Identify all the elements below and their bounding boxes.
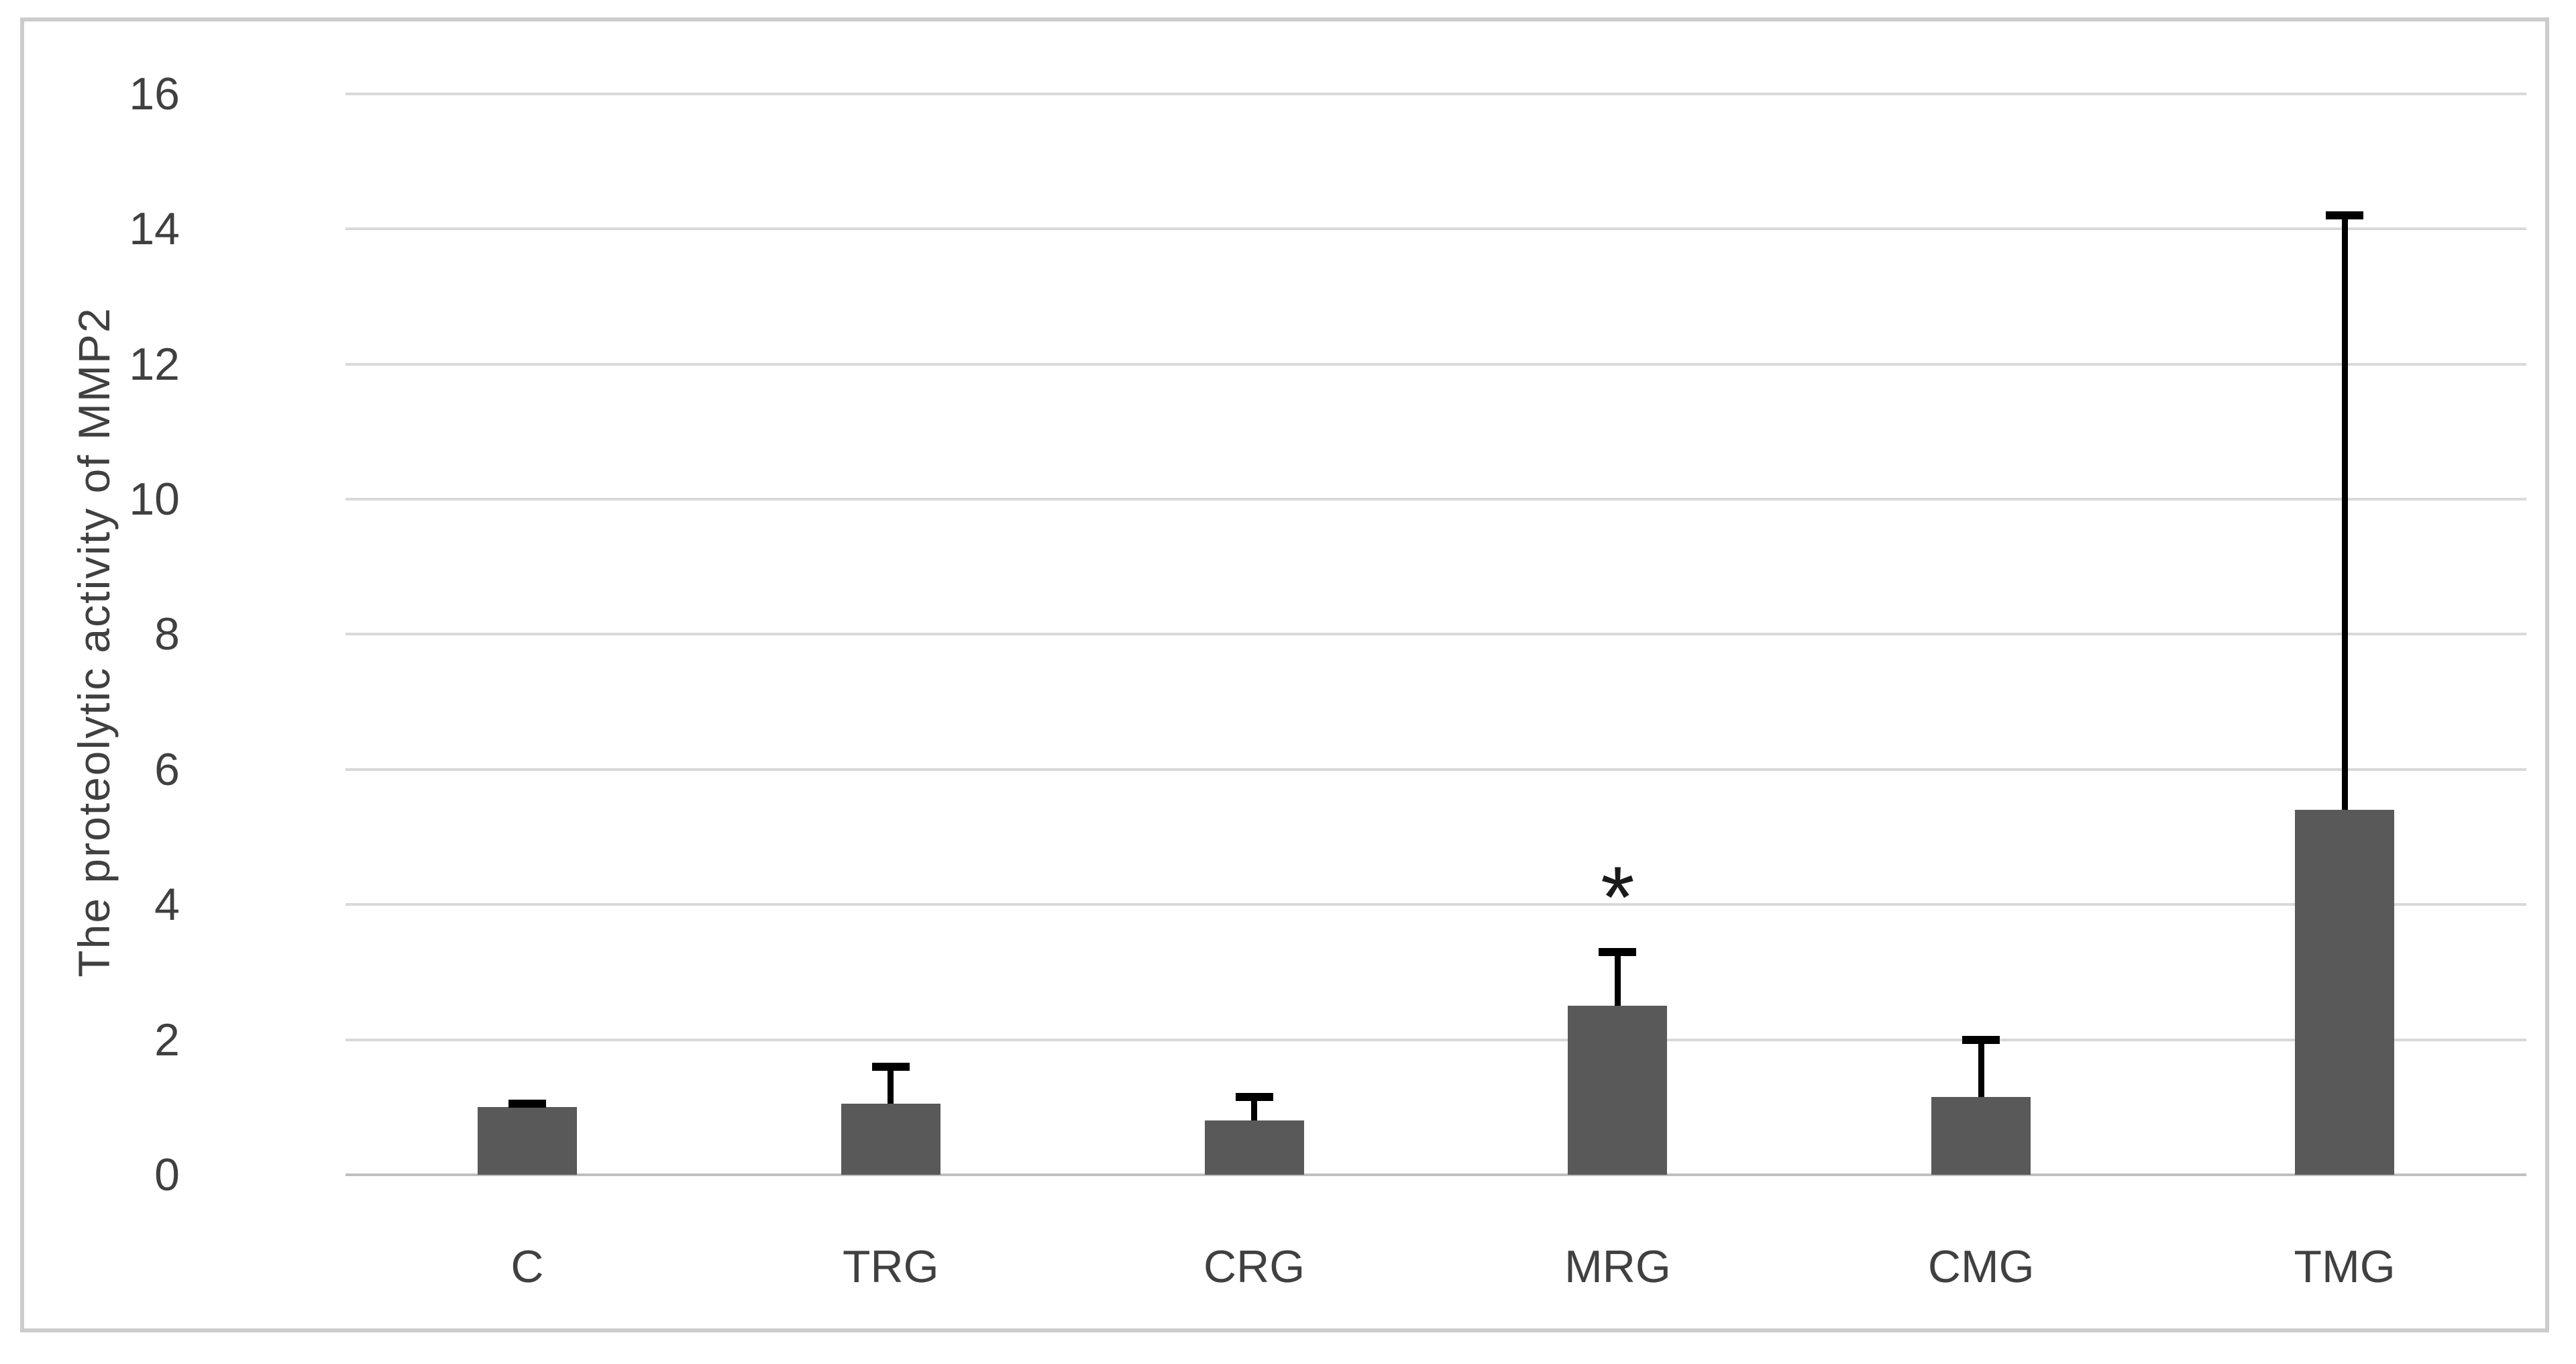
error-bar-cap-cmg <box>1962 1035 2000 1044</box>
gridline-y14 <box>345 227 2526 231</box>
y-tick-label-12: 12 <box>129 338 180 390</box>
y-tick-label-6: 6 <box>154 743 180 795</box>
error-bar-tmg <box>2341 215 2348 810</box>
chart-frame <box>20 17 2549 1332</box>
bar-c <box>477 1107 577 1175</box>
significance-marker-mrg: * <box>1601 848 1635 946</box>
error-bar-trg <box>888 1066 894 1104</box>
bar-crg <box>1204 1120 1304 1175</box>
bar-trg <box>841 1104 941 1175</box>
y-tick-label-14: 14 <box>129 203 180 255</box>
error-bar-cap-trg <box>871 1062 910 1071</box>
gridline-y12 <box>345 362 2526 366</box>
y-tick-label-4: 4 <box>154 879 180 931</box>
bar-cmg <box>1931 1097 2031 1175</box>
error-bar-cap-c <box>508 1100 546 1108</box>
y-tick-label-0: 0 <box>154 1149 180 1200</box>
gridline-y8 <box>345 633 2526 636</box>
error-bar-cmg <box>1978 1039 1984 1098</box>
gridline-y4 <box>345 903 2526 906</box>
bar-mrg <box>1568 1006 1668 1175</box>
category-label-mrg: MRG <box>1564 1241 1671 1292</box>
gridline-y2 <box>345 1038 2526 1041</box>
y-tick-label-8: 8 <box>154 609 180 660</box>
gridline-y6 <box>345 768 2526 771</box>
category-label-tmg: TMG <box>2294 1241 2396 1292</box>
error-bar-mrg <box>1614 951 1621 1006</box>
x-axis-line <box>345 1173 2526 1176</box>
error-bar-crg <box>1251 1097 1258 1121</box>
y-tick-label-10: 10 <box>129 474 180 525</box>
category-label-cmg: CMG <box>1927 1241 2035 1292</box>
category-label-crg: CRG <box>1203 1241 1305 1292</box>
category-label-c: C <box>511 1241 544 1292</box>
error-bar-cap-crg <box>1235 1093 1273 1102</box>
gridline-y16 <box>345 92 2526 95</box>
gridline-y10 <box>345 498 2526 501</box>
y-tick-label-16: 16 <box>129 68 180 119</box>
category-label-trg: TRG <box>842 1241 939 1292</box>
y-tick-label-2: 2 <box>154 1014 180 1065</box>
bar-tmg <box>2295 810 2395 1175</box>
error-bar-cap-mrg <box>1599 947 1637 956</box>
error-bar-cap-tmg <box>2326 211 2364 220</box>
